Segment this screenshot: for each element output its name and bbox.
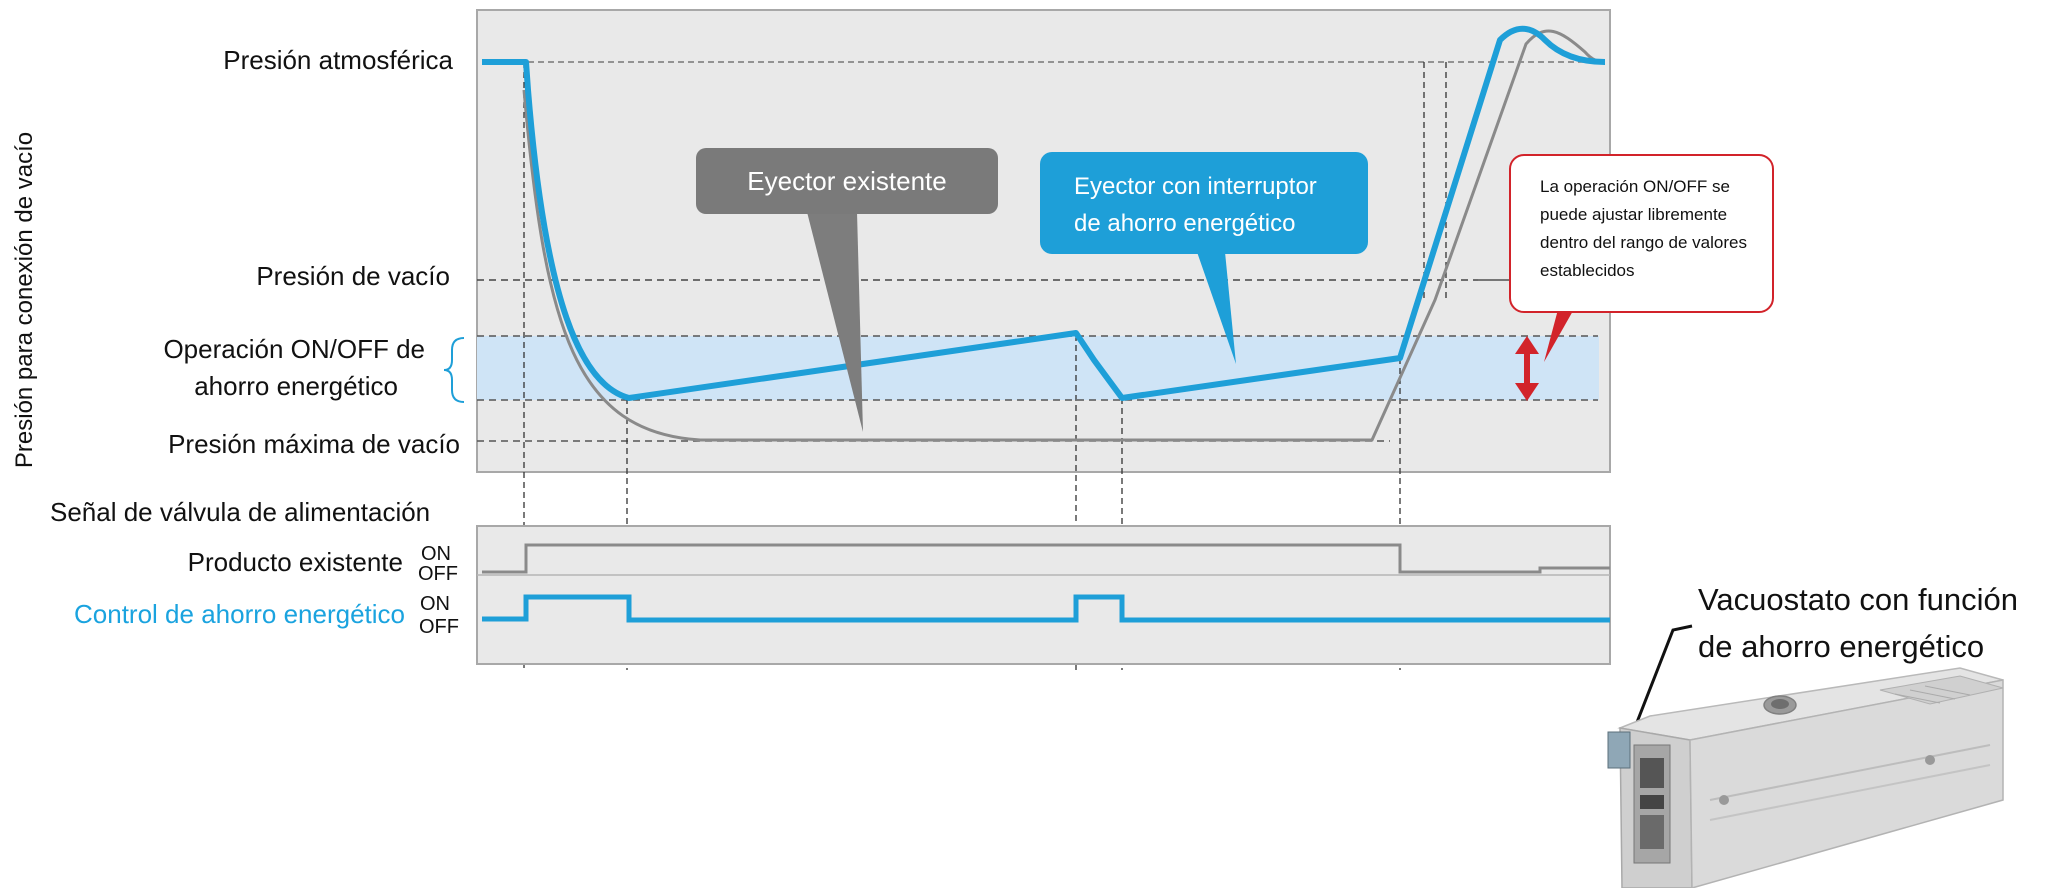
existing-on-marker: ON — [421, 543, 451, 565]
label-max-vacuum-pressure: Presión máxima de vacío — [168, 429, 460, 459]
existing-product-signal — [482, 543, 1610, 574]
energy-saving-curve — [482, 25, 1606, 401]
on-off-band — [477, 336, 1599, 400]
switch-ejector-label-line1: Eyector con interruptor — [1074, 173, 1317, 200]
label-on-off-line1: Operación ON/OFF de — [163, 334, 425, 364]
note-line-4: establecidos — [1540, 261, 1635, 280]
range-double-arrow — [1515, 336, 1539, 401]
existing-ejector-curve — [522, 29, 1606, 442]
label-vacuum-pressure: Presión de vacío — [256, 261, 450, 291]
signal-panel — [476, 525, 1611, 665]
adjustable-range-note: La operación ON/OFF se puede ajustar lib… — [1509, 154, 1774, 362]
control-on-marker: ON — [420, 593, 450, 615]
energy-saving-control-signal — [482, 594, 1610, 623]
control-off-marker: OFF — [419, 616, 459, 638]
note-line-3: dentro del rango de valores — [1540, 233, 1747, 252]
note-line-2: puede ajustar libremente — [1540, 205, 1727, 224]
existing-ejector-callout: Eyector existente — [696, 148, 998, 432]
existing-off-marker: OFF — [418, 563, 458, 585]
label-on-off-line2: ahorro energético — [194, 371, 398, 401]
label-atmospheric-pressure: Presión atmosférica — [223, 45, 453, 75]
note-line-1: La operación ON/OFF se — [1540, 177, 1730, 196]
on-off-bracket — [443, 337, 465, 403]
product-label-line1: Vacuostato con función — [1698, 582, 2018, 617]
product-leader-line — [1630, 624, 1693, 736]
existing-ejector-label: Eyector existente — [747, 166, 946, 196]
switch-ejector-label-line2: de ahorro energético — [1074, 210, 1295, 237]
product-label-line2: de ahorro energético — [1698, 629, 1984, 664]
y-axis-title: Presión para conexión de vacío — [11, 132, 38, 468]
label-energy-saving-control: Control de ahorro energético — [74, 599, 405, 629]
switch-ejector-callout: Eyector con interruptor de ahorro energé… — [1040, 152, 1368, 364]
label-existing-product: Producto existente — [188, 547, 403, 577]
signal-section-title: Señal de válvula de alimentación — [50, 497, 430, 527]
vacuum-switch-illustration — [1607, 667, 2004, 888]
